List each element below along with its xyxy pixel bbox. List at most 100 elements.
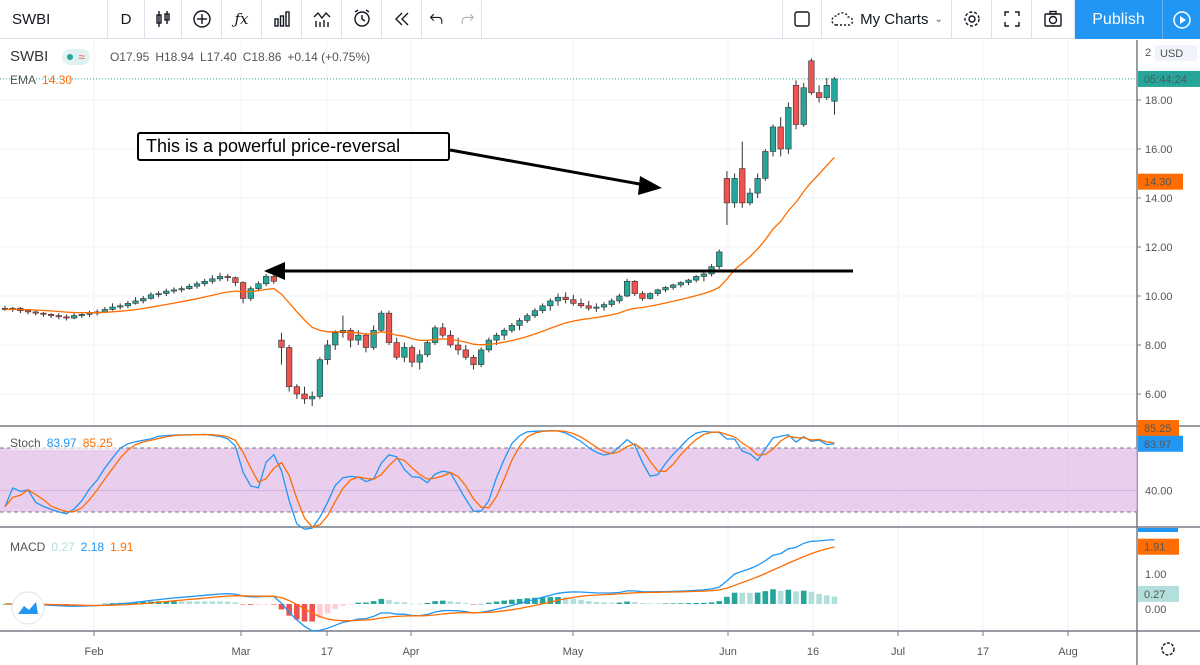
candle-body bbox=[554, 296, 562, 302]
redo-icon[interactable] bbox=[459, 9, 475, 29]
play-icon bbox=[1172, 10, 1191, 29]
macd-histogram-bar bbox=[708, 602, 715, 604]
candle bbox=[478, 347, 485, 368]
financials-button[interactable] bbox=[262, 0, 302, 39]
macd-histogram-bar bbox=[770, 589, 776, 604]
ema-price-badge bbox=[1138, 173, 1183, 190]
candle-body bbox=[155, 293, 162, 296]
candle bbox=[401, 342, 408, 363]
candle bbox=[324, 340, 331, 365]
candle bbox=[63, 314, 70, 321]
candle-body bbox=[193, 283, 201, 287]
candle bbox=[71, 313, 78, 320]
ema-line bbox=[4, 156, 835, 346]
candle-body bbox=[739, 168, 746, 204]
legend-open: O17.95 bbox=[109, 49, 150, 64]
macd-histogram-bar bbox=[470, 604, 477, 605]
candle bbox=[808, 58, 815, 96]
replay-button[interactable] bbox=[382, 0, 422, 39]
candle-body bbox=[385, 312, 393, 343]
snapshot-button[interactable] bbox=[1032, 0, 1075, 39]
annotation-text-box[interactable]: This is a powerful price-reversal bbox=[137, 132, 450, 161]
candle bbox=[163, 288, 170, 296]
macd-signal-badge bbox=[1138, 538, 1179, 555]
candle-body bbox=[754, 178, 761, 194]
macd-histogram-bar bbox=[716, 601, 723, 604]
macd-histogram-bar bbox=[509, 599, 515, 604]
candle bbox=[32, 310, 39, 316]
stoch-d-badge bbox=[1138, 420, 1179, 436]
macd-histogram-bar bbox=[240, 604, 246, 605]
macd-histogram-bar bbox=[286, 604, 292, 616]
candle-body bbox=[647, 293, 654, 299]
my-charts-button[interactable]: My Charts ⌄ bbox=[822, 0, 952, 39]
candle bbox=[209, 275, 216, 284]
candle bbox=[508, 322, 515, 333]
candle-body bbox=[147, 294, 155, 299]
indicators-button[interactable]: ƒx bbox=[222, 0, 262, 39]
price-tick-label: 14.00 bbox=[1145, 193, 1173, 205]
macd-histogram-bar bbox=[163, 601, 170, 604]
stoch-legend[interactable]: Stoch 83.97 85.25 bbox=[10, 436, 119, 450]
macd-histogram-bar bbox=[655, 603, 661, 604]
undo-redo-group bbox=[422, 0, 482, 39]
candle-body bbox=[585, 305, 592, 309]
candle-body bbox=[823, 84, 830, 98]
macd-histogram-bar bbox=[217, 601, 223, 604]
candle-body bbox=[71, 315, 78, 319]
candle-body bbox=[109, 306, 116, 310]
candle-body bbox=[462, 349, 469, 358]
macd-histogram-bar bbox=[724, 596, 730, 604]
candle bbox=[823, 77, 830, 100]
macd-histogram-bar bbox=[71, 604, 77, 605]
alert-button[interactable] bbox=[342, 0, 382, 39]
chart-type-button[interactable] bbox=[145, 0, 182, 39]
candle bbox=[309, 391, 316, 407]
candle-body bbox=[531, 310, 539, 316]
macd-histogram-bar bbox=[294, 604, 300, 620]
candle bbox=[746, 188, 754, 206]
candle-body bbox=[431, 327, 439, 343]
interval-button[interactable]: D bbox=[108, 0, 145, 39]
settings-button[interactable] bbox=[952, 0, 992, 39]
fullscreen-button[interactable] bbox=[992, 0, 1032, 39]
symbol-search-button[interactable]: SWBI bbox=[0, 0, 108, 39]
macd-legend[interactable]: MACD 0.27 2.18 1.91 bbox=[10, 540, 139, 554]
templates-button[interactable] bbox=[302, 0, 342, 39]
macd-histogram-bar bbox=[808, 591, 815, 604]
undo-icon[interactable] bbox=[429, 9, 445, 29]
candle bbox=[547, 298, 554, 311]
candle bbox=[385, 310, 393, 345]
ema-legend[interactable]: EMA 14.30 bbox=[10, 73, 78, 87]
macd-histogram-bar bbox=[785, 589, 792, 604]
candle-body bbox=[762, 151, 769, 179]
candle bbox=[316, 357, 323, 399]
macd-histogram-bar bbox=[593, 601, 600, 604]
macd-histogram-bar bbox=[616, 602, 623, 604]
candle-body bbox=[324, 344, 331, 360]
macd-histogram-bar bbox=[132, 602, 139, 604]
play-button[interactable] bbox=[1162, 0, 1200, 39]
macd-histogram-bar bbox=[678, 603, 684, 604]
candle bbox=[777, 117, 784, 157]
macd-histogram-bar bbox=[701, 602, 707, 604]
legend-high: H18.94 bbox=[155, 49, 195, 64]
chart-canvas[interactable]: 2 USD 18.00 16.00 14.00 12.00 10.00 8.00 6.00 05:… bbox=[0, 40, 1200, 665]
candle-body bbox=[178, 288, 185, 291]
candle bbox=[86, 310, 93, 317]
ema-value: 14.30 bbox=[42, 73, 73, 87]
candle bbox=[800, 82, 807, 127]
candle-body bbox=[508, 325, 515, 331]
main-legend: SWBI ≈ O17.95 H18.94 L17.40 C18.86 +0.14… bbox=[10, 48, 376, 65]
price-tick-label: 6.00 bbox=[1145, 389, 1166, 401]
candle bbox=[416, 349, 423, 370]
macd-histogram-bar bbox=[401, 602, 408, 604]
compare-button[interactable] bbox=[182, 0, 222, 39]
publish-button[interactable]: Publish bbox=[1075, 0, 1162, 39]
candle-body bbox=[416, 354, 423, 363]
layout-button[interactable] bbox=[782, 0, 822, 39]
macd-histogram-bar bbox=[378, 598, 385, 604]
price-tick-label: 12.00 bbox=[1145, 242, 1173, 254]
stoch-label: Stoch bbox=[10, 436, 41, 450]
candle-body bbox=[170, 289, 178, 292]
